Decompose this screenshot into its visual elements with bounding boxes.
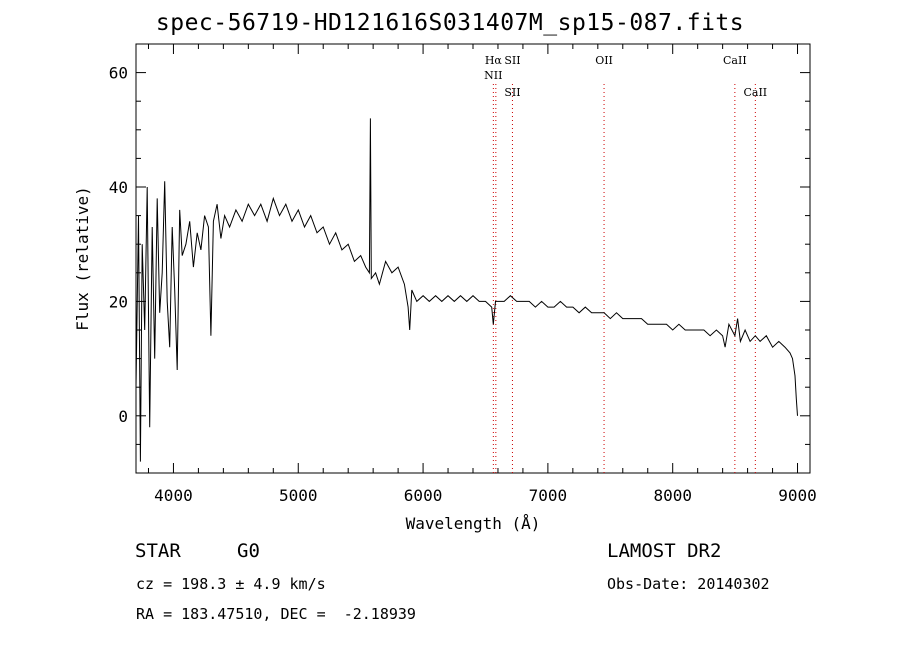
x-tick-label: 6000 — [404, 486, 443, 505]
x-tick-label: 9000 — [778, 486, 817, 505]
x-tick-label: 8000 — [653, 486, 692, 505]
line-marker-label: Hα — [485, 54, 503, 67]
line-marker-label: OII — [595, 54, 613, 67]
spectrum-line — [135, 118, 798, 462]
y-tick-label: 0 — [118, 407, 128, 426]
line-marker-label: SII — [504, 86, 520, 99]
chart-title: spec-56719-HD121616S031407M_sp15-087.fit… — [155, 10, 745, 36]
x-tick-label: 7000 — [529, 486, 568, 505]
y-tick-label: 60 — [109, 64, 128, 83]
line-marker-label: NII — [484, 69, 502, 82]
y-tick-label: 40 — [109, 178, 128, 197]
object-subclass: G0 — [237, 540, 260, 562]
x-tick-label: 4000 — [154, 486, 193, 505]
y-axis-label: Flux (relative) — [73, 186, 92, 331]
obs-date: Obs-Date: 20140302 — [607, 575, 770, 593]
object-class: STAR — [135, 540, 181, 562]
survey-label: LAMOST DR2 — [607, 540, 722, 562]
x-axis-label: Wavelength (Å) — [406, 514, 541, 533]
line-marker-label: CaII — [723, 54, 747, 67]
ra-dec: RA = 183.47510, DEC = -2.18939 — [136, 605, 416, 623]
line-marker-label: CaII — [743, 86, 767, 99]
cz-value: cz = 198.3 ± 4.9 km/s — [136, 575, 326, 593]
y-tick-label: 20 — [109, 292, 128, 311]
x-tick-label: 5000 — [279, 486, 318, 505]
plot-frame — [135, 43, 811, 474]
line-marker-label: SII — [504, 54, 520, 67]
